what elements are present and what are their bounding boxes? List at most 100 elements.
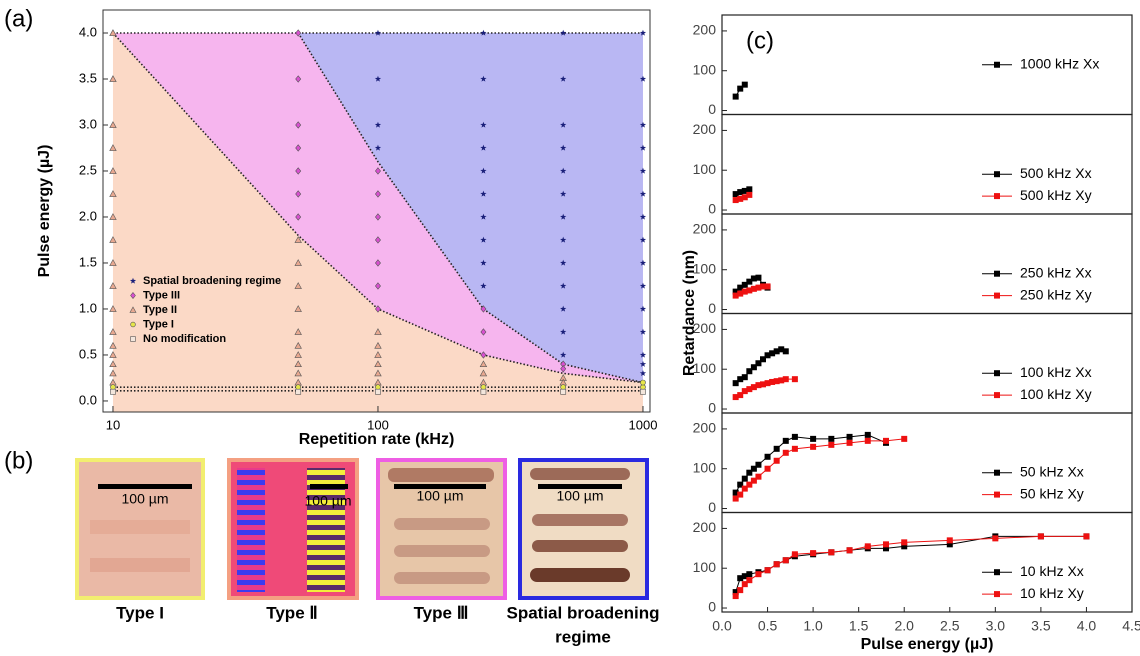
scale-bar-label: 100 µm xyxy=(305,493,352,509)
point xyxy=(810,550,817,557)
marker xyxy=(294,305,302,312)
series-line xyxy=(735,438,905,499)
point xyxy=(782,437,789,444)
point xyxy=(732,495,739,502)
legend-label: Spatial broadening regime xyxy=(143,275,281,287)
point xyxy=(755,382,762,389)
point xyxy=(741,281,748,288)
panel-label: (a) xyxy=(4,5,33,32)
marker xyxy=(560,282,567,289)
micrograph-type-2 xyxy=(227,458,359,600)
marker xyxy=(294,282,302,289)
marker xyxy=(374,369,382,377)
marker xyxy=(639,121,647,128)
marker xyxy=(109,305,117,312)
marker xyxy=(295,75,302,83)
marker xyxy=(110,388,116,395)
marker xyxy=(109,213,117,220)
marker xyxy=(295,144,302,152)
point xyxy=(883,545,889,552)
legend-marker xyxy=(994,491,1000,498)
legend-label: 100 kHz Xx xyxy=(1020,364,1092,380)
point xyxy=(746,186,753,193)
point xyxy=(764,465,771,472)
marker xyxy=(109,360,117,368)
y-tick-label: 0 xyxy=(708,400,716,416)
marker xyxy=(480,75,487,82)
point xyxy=(732,593,739,600)
point xyxy=(883,541,889,548)
point xyxy=(755,473,762,480)
point xyxy=(732,394,739,401)
point xyxy=(764,567,771,574)
y-tick-label: 200 xyxy=(693,320,717,336)
y-tick-label: 3.0 xyxy=(79,116,97,131)
marker xyxy=(639,328,647,335)
point xyxy=(755,274,762,281)
micrograph-label: Type Ⅲ xyxy=(414,603,469,622)
point xyxy=(741,194,748,201)
marker xyxy=(480,144,487,151)
x-tick-label: 0.5 xyxy=(758,618,778,634)
legend-marker xyxy=(994,270,1000,277)
y-tick-label: 200 xyxy=(693,420,717,436)
marker xyxy=(639,190,647,197)
marker xyxy=(109,328,117,335)
x-tick-label: 10 xyxy=(106,417,120,432)
point xyxy=(773,445,780,452)
point xyxy=(864,543,871,550)
marker xyxy=(374,328,382,335)
marker xyxy=(560,259,567,266)
point xyxy=(782,449,789,456)
marker xyxy=(109,259,117,266)
marker xyxy=(560,190,567,197)
point xyxy=(737,587,744,594)
marker xyxy=(375,388,381,395)
marker xyxy=(294,341,302,349)
point xyxy=(864,437,871,444)
marker xyxy=(480,167,487,174)
marker xyxy=(480,351,487,359)
marker xyxy=(639,75,647,82)
point xyxy=(732,197,739,204)
marker xyxy=(479,369,488,377)
y-tick-label: 0 xyxy=(708,599,716,615)
point xyxy=(992,535,999,542)
point xyxy=(746,469,753,476)
marker xyxy=(375,236,381,244)
marker xyxy=(480,328,487,336)
point xyxy=(741,388,748,395)
point xyxy=(737,85,744,92)
y-tick-label: 0 xyxy=(708,101,716,117)
point xyxy=(750,285,757,292)
point xyxy=(732,191,739,198)
legend-label: Type II xyxy=(143,304,177,316)
marker xyxy=(560,213,567,220)
y-tick-label: 100 xyxy=(693,559,717,575)
legend-marker xyxy=(994,292,1000,299)
point xyxy=(769,350,776,357)
marker xyxy=(480,388,487,395)
plot-frame xyxy=(721,511,1133,613)
marker xyxy=(639,213,647,220)
region xyxy=(298,32,643,383)
legend-label: 10 kHz Xy xyxy=(1020,585,1084,601)
point xyxy=(732,288,739,295)
marker xyxy=(639,259,647,266)
marker xyxy=(109,144,117,151)
y-tick-label: 3.5 xyxy=(79,70,97,85)
legend-label: 250 kHz Xy xyxy=(1020,286,1092,302)
point xyxy=(846,547,853,554)
point xyxy=(760,356,766,363)
marker xyxy=(639,29,647,36)
point xyxy=(746,386,753,393)
marker xyxy=(560,305,567,312)
legend-label: 50 kHz Xx xyxy=(1020,463,1084,479)
scale-bar-label: 100 µm xyxy=(417,488,464,504)
point xyxy=(755,571,762,578)
x-tick-label: 3.0 xyxy=(986,618,1006,634)
point xyxy=(810,435,817,442)
point xyxy=(760,283,766,290)
marker xyxy=(480,213,487,220)
series xyxy=(110,388,646,395)
